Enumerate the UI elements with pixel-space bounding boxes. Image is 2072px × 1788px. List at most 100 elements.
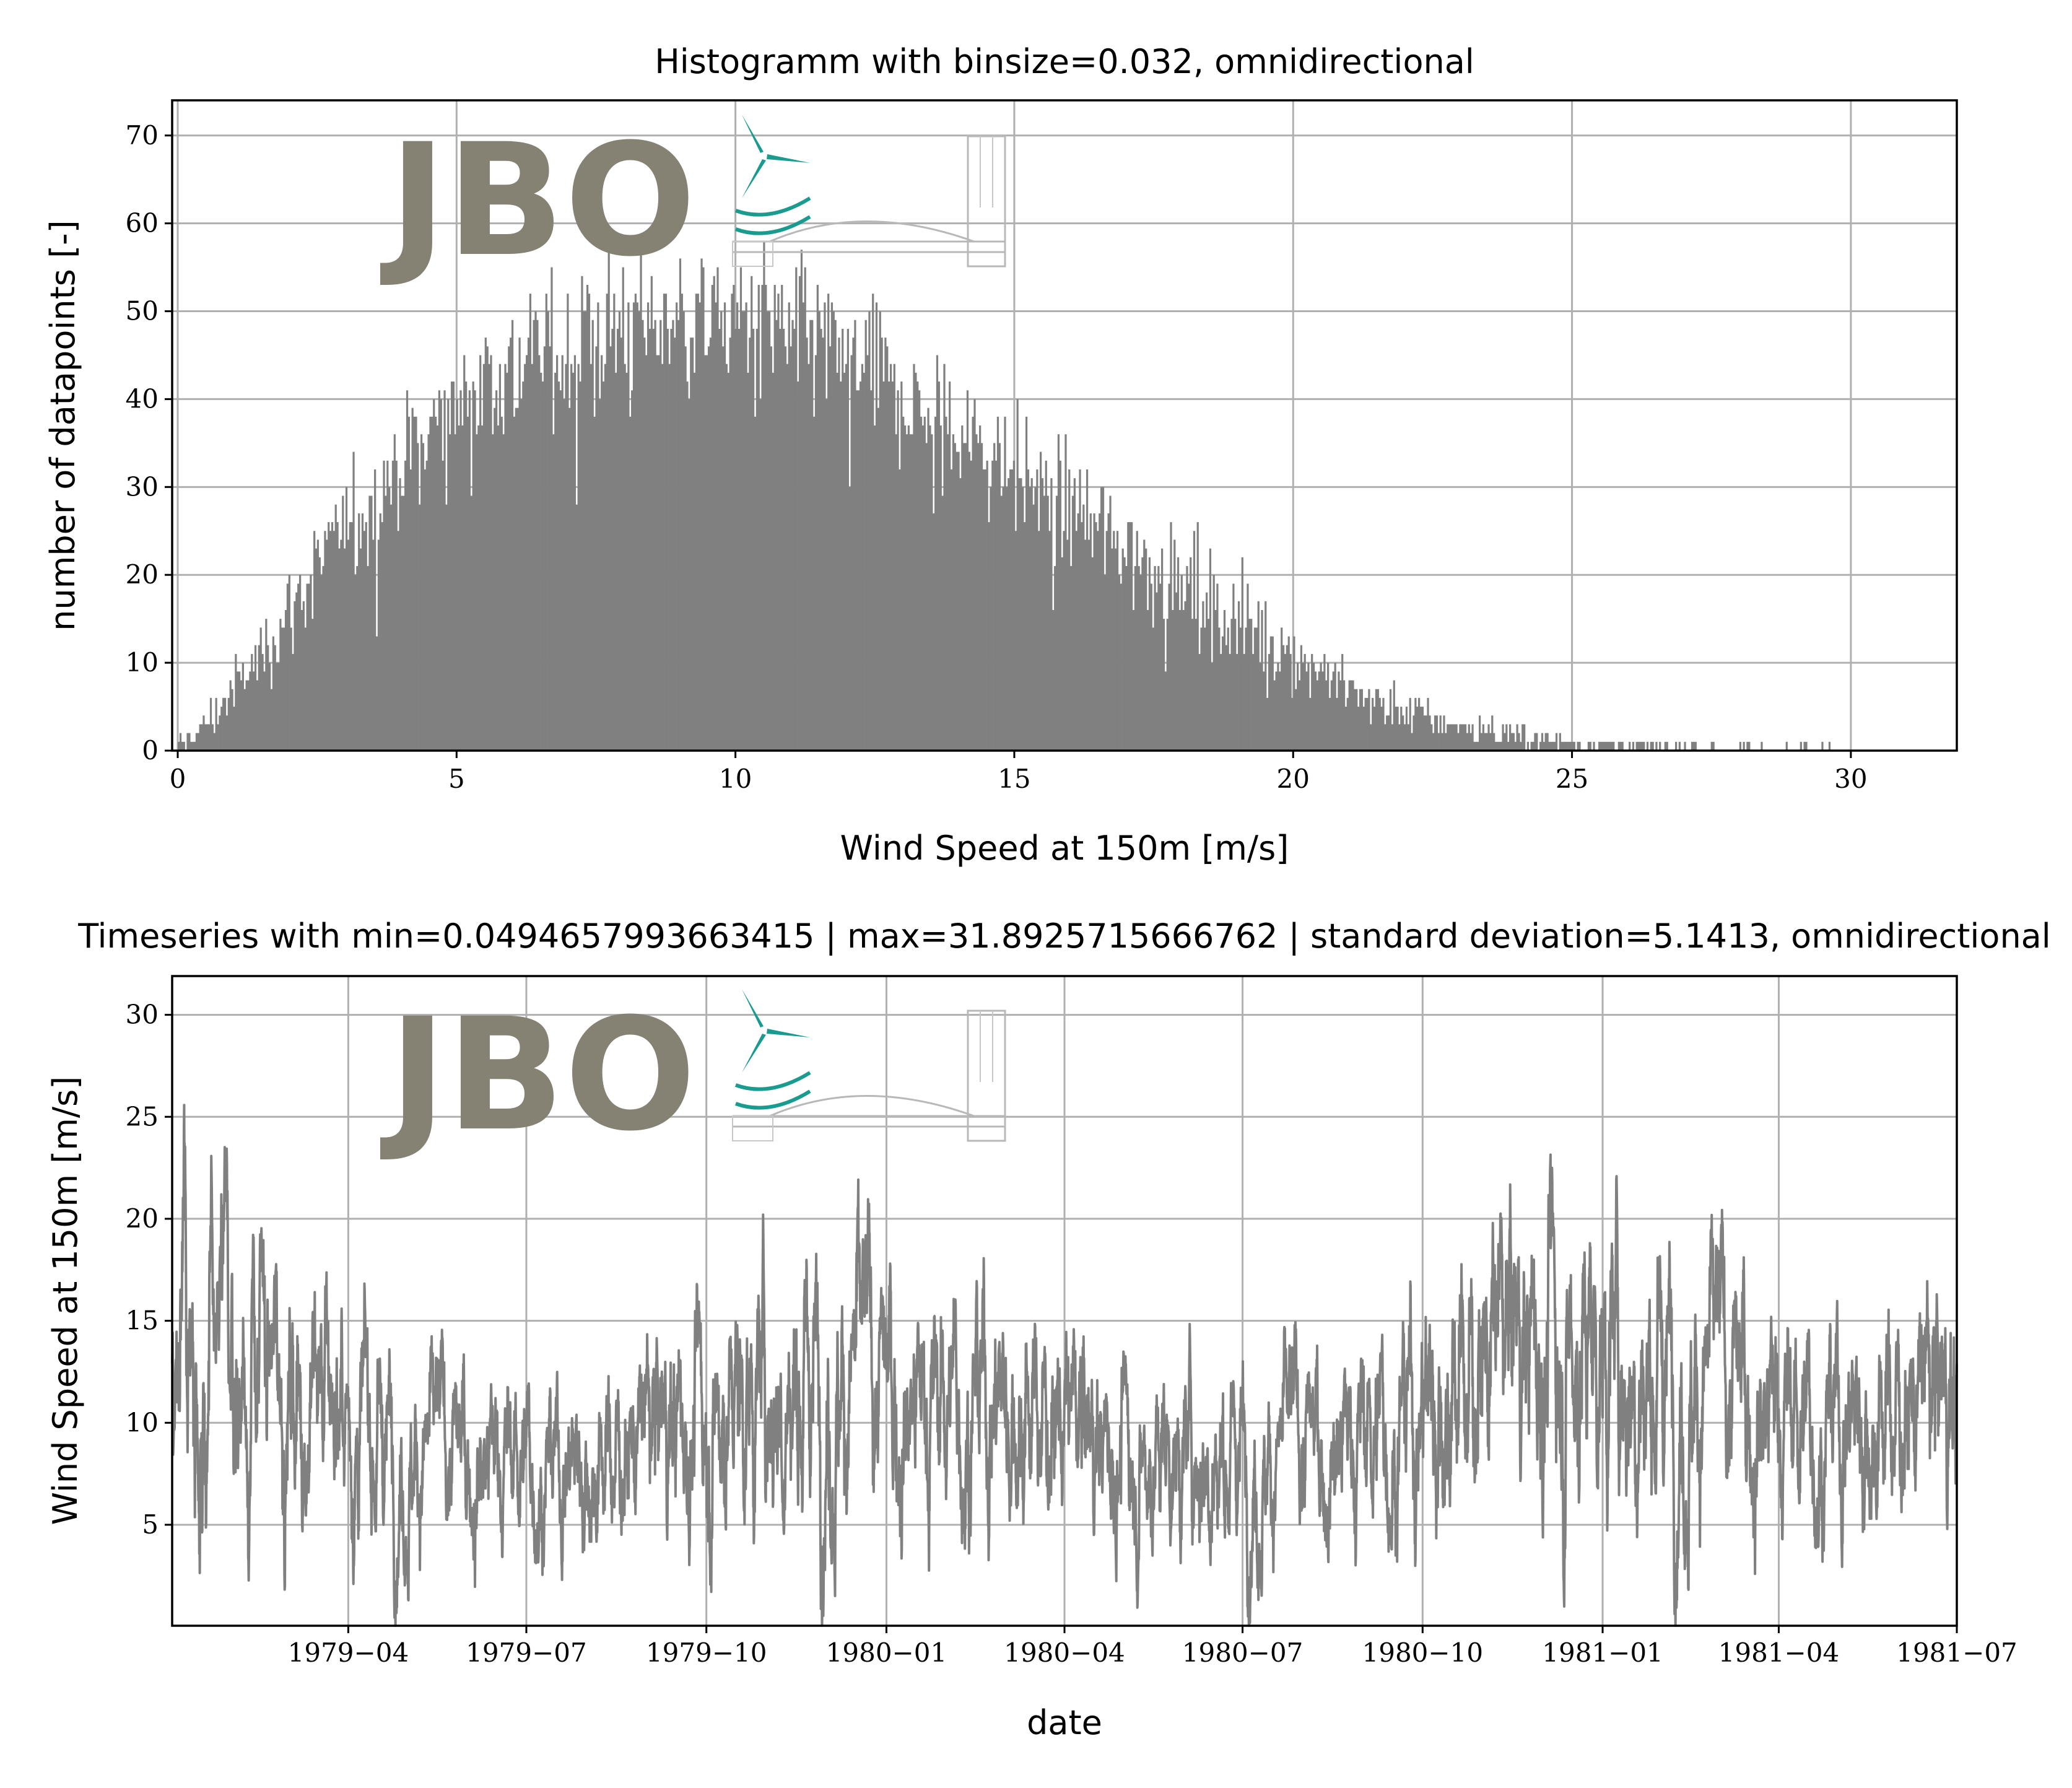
- histogram-bar: [1097, 531, 1099, 751]
- histogram-bar: [461, 425, 464, 751]
- histogram-bar: [1259, 663, 1261, 751]
- histogram-bar: [1543, 741, 1545, 751]
- histogram-bar: [1350, 680, 1352, 751]
- histogram-bar: [254, 645, 257, 751]
- histogram-bar: [572, 372, 575, 751]
- histogram-bar: [1650, 741, 1652, 751]
- histogram-bar: [1403, 724, 1406, 751]
- histogram-bar: [1448, 724, 1451, 751]
- histogram-bar: [957, 451, 960, 751]
- histogram-bar: [1743, 741, 1745, 751]
- histogram-bar: [447, 399, 450, 751]
- histogram-bar: [886, 346, 889, 751]
- histogram-bar: [1391, 724, 1393, 751]
- histogram-bar: [381, 522, 383, 751]
- histogram-bar: [1300, 645, 1303, 751]
- histogram-bar: [442, 460, 444, 751]
- histogram-bar: [1455, 724, 1458, 751]
- histogram-bar: [1384, 724, 1386, 751]
- histogram-bar: [903, 425, 907, 751]
- timeseries-x-tick-label: 1980−01: [826, 1638, 947, 1668]
- histogram-bar: [322, 566, 324, 751]
- histogram-bar: [1684, 741, 1686, 751]
- histogram-bar: [941, 495, 944, 751]
- histogram-bar: [731, 294, 733, 751]
- histogram-bar: [650, 276, 653, 751]
- histogram-bar: [427, 434, 430, 751]
- histogram-bar: [229, 680, 232, 751]
- histogram-bar: [888, 382, 890, 751]
- turbine-blade-icon: [767, 154, 810, 163]
- histogram-bar: [939, 425, 942, 751]
- histogram-bar: [488, 364, 490, 751]
- timeseries-x-tick-label: 1980−04: [1004, 1638, 1125, 1668]
- histogram-bar: [1473, 741, 1476, 751]
- histogram-bar: [555, 355, 559, 751]
- histogram-bar: [445, 504, 448, 751]
- histogram-bar: [1484, 733, 1486, 751]
- histogram-bar: [601, 355, 603, 751]
- histogram-bar: [1691, 741, 1694, 751]
- histogram-bar: [625, 372, 628, 751]
- histogram-bar: [688, 399, 690, 751]
- histogram-bar: [1064, 434, 1067, 751]
- histogram-bar: [666, 328, 669, 751]
- histogram-bar: [1380, 707, 1383, 751]
- histogram-bar: [743, 311, 746, 751]
- histogram-bar: [1057, 434, 1060, 751]
- histogram-bar: [1120, 583, 1122, 751]
- logo-text: JBO: [380, 985, 696, 1165]
- histogram-bar: [1068, 469, 1071, 751]
- histogram-bar: [1328, 697, 1331, 751]
- histogram-bar: [1694, 741, 1697, 751]
- histogram-bar: [1178, 609, 1182, 751]
- histogram-bar: [267, 645, 269, 751]
- histogram-bar: [784, 346, 787, 751]
- histogram-bar: [315, 548, 318, 751]
- histogram-bar: [1498, 741, 1500, 751]
- histogram-bar: [215, 697, 217, 751]
- histogram-bar: [845, 364, 848, 751]
- histogram-bar: [840, 382, 842, 751]
- histogram-bar: [1202, 601, 1204, 751]
- histogram-bar: [406, 390, 409, 751]
- histogram-bar: [1050, 478, 1053, 751]
- histogram-bar: [1434, 715, 1437, 751]
- histogram-bar: [1393, 680, 1395, 751]
- histogram-bar: [1521, 724, 1524, 751]
- histogram-bar: [238, 671, 241, 751]
- histogram-bar: [1082, 504, 1085, 751]
- histogram-bar: [1307, 663, 1310, 751]
- histogram-bar: [1221, 636, 1224, 751]
- histogram-bar: [791, 320, 794, 751]
- histogram-bar: [642, 320, 644, 751]
- histogram-bar: [1293, 636, 1295, 751]
- histogram-bar: [713, 276, 715, 751]
- histogram-bar: [955, 451, 958, 751]
- histogram-bar: [1343, 680, 1346, 751]
- histogram-bar: [870, 390, 873, 751]
- histogram-bar: [820, 328, 822, 751]
- histogram-bar: [1177, 557, 1180, 751]
- histogram-bar: [497, 425, 500, 751]
- histogram-bar: [217, 724, 219, 751]
- histogram-bar: [702, 267, 705, 751]
- histogram-bar: [1523, 724, 1526, 751]
- histogram-bar: [313, 531, 316, 751]
- histogram-bar: [506, 372, 508, 751]
- histogram-x-tick-label: 25: [1556, 764, 1588, 794]
- histogram-bar: [761, 284, 764, 751]
- histogram-bar: [775, 320, 778, 751]
- histogram-bar: [372, 539, 375, 751]
- histogram-bar: [1227, 627, 1229, 751]
- histogram-bar: [516, 408, 519, 751]
- histogram-bar: [972, 416, 974, 751]
- histogram-bar: [645, 355, 648, 751]
- histogram-bar: [1277, 663, 1279, 751]
- histogram-bar: [832, 311, 835, 751]
- histogram-bar: [1339, 680, 1342, 751]
- histogram-bar: [1607, 741, 1609, 751]
- histogram-bar: [1338, 671, 1340, 751]
- histogram-bar: [1099, 513, 1101, 751]
- histogram-bar: [982, 469, 985, 751]
